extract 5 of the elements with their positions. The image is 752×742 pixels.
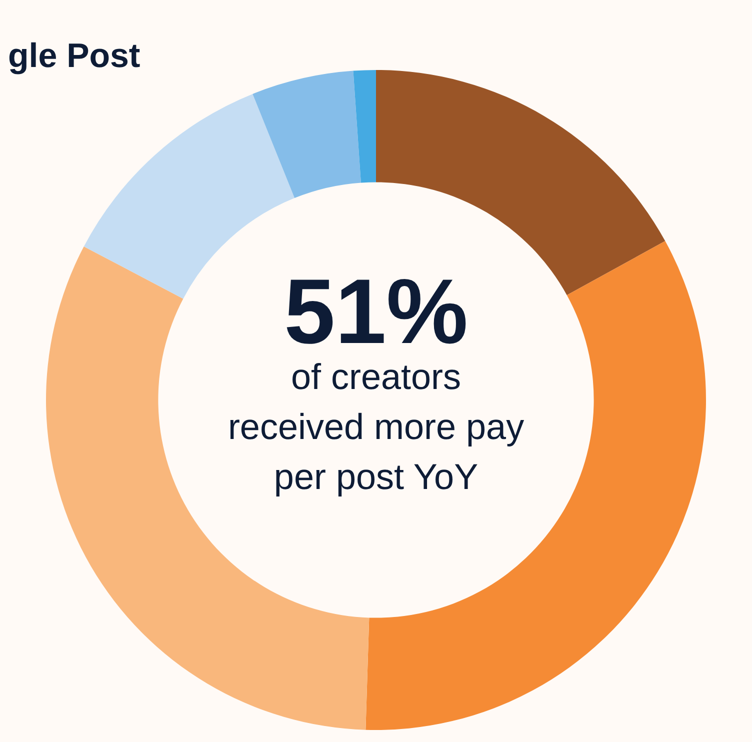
text: received more pay	[228, 406, 524, 447]
donut-slice	[252, 70, 361, 198]
donut-slice	[353, 70, 376, 183]
chart-title: gle Post	[8, 37, 140, 75]
text: per post YoY	[274, 456, 478, 497]
